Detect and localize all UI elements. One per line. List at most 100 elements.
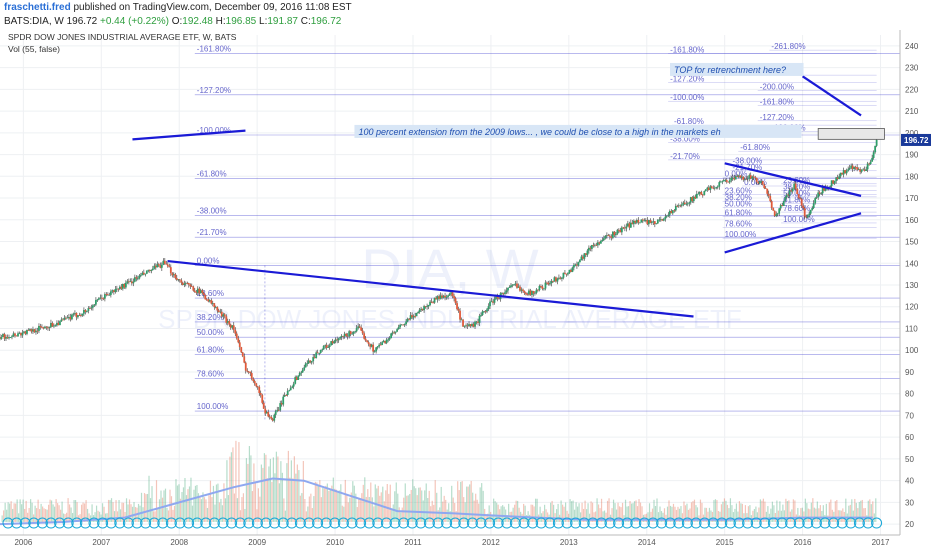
candle-body [429,301,431,306]
volume-bar [36,508,38,522]
volume-bar [816,501,818,522]
ohlc-line: BATS:DIA, W 196.72 +0.44 (+0.22%) O:192.… [4,16,341,27]
volume-bar [645,513,648,522]
volume-bar [713,500,715,522]
volume-bar [582,508,585,522]
candle-body [47,327,49,329]
volume-bar [361,493,363,522]
event-circle [544,517,556,529]
volume-bar [293,456,295,522]
volume-bar [274,473,276,522]
volume-bar [603,510,606,522]
volume-bar [481,483,483,522]
candle-body [318,353,321,354]
candle-body [277,409,280,411]
volume-bar [701,502,703,522]
candle-body [598,242,601,244]
candle-body [402,324,404,326]
volume-bar [806,503,808,522]
candle-body [794,183,797,189]
volume-bar [220,498,222,522]
candle-body [778,208,781,214]
event-circle [613,517,625,529]
candle-body [300,372,303,374]
candle-body [160,264,163,268]
candle-body [181,282,184,285]
candle-body [276,409,279,412]
candle-body [355,328,358,332]
candle-body [824,187,827,191]
candle-body [677,205,680,207]
author-link[interactable]: fraschetti.fred [4,2,71,13]
annotation-box [670,62,804,76]
volume-bar [205,499,207,522]
fib-cluster-label: 38.20% [783,182,810,191]
candle-body [71,314,73,320]
price-chart[interactable]: DIA, W SPDR DOW JONES INDUSTRIAL AVERAGE… [0,30,932,550]
volume-bar [142,507,144,522]
candle-body [151,268,154,271]
volume-bar [719,511,721,522]
volume-bar [563,506,565,522]
volume-bar [71,513,74,522]
candle-body [510,285,512,288]
volume-bar [662,512,664,522]
candle-body [162,260,165,265]
volume-bar [678,508,681,522]
candle-body [595,244,598,246]
candle-body [854,167,857,168]
candle-body [59,321,61,326]
candle-body [367,342,370,345]
candle-body [448,293,451,296]
volume-bar [731,505,733,522]
candle-body [202,292,205,296]
volume-bar [716,500,718,522]
volume-bar [857,508,859,522]
volume-bar [9,503,11,522]
volume-bar [80,504,83,522]
candle-body [381,342,384,346]
volume-bar [831,509,833,522]
volume-bar [765,511,767,522]
candle-body [115,288,118,290]
time-tick: 2008 [170,538,188,547]
candle-body [12,333,15,337]
candle-body [874,145,877,153]
candle-body [144,273,147,275]
fib-label: 23.60% [197,289,224,298]
candle-body [610,236,613,238]
volume-bar [475,493,477,522]
candle-body [691,197,694,202]
candle-body [442,295,445,298]
volume-bar [761,500,763,522]
candle-body [415,312,418,317]
candle-body [698,191,701,194]
candle-body [117,288,120,290]
candle-body [108,294,111,296]
volume-bar [512,507,514,522]
ohlc-low-key: L: [259,16,268,27]
candle-body [403,324,406,326]
candle-body [761,181,764,185]
volume-bar [800,508,802,522]
candle-body [211,303,214,304]
fib-cluster-label: -61.80% [740,143,770,152]
event-circle [355,517,367,529]
volume-bar [482,490,484,522]
volume-bar [317,485,319,522]
volume-bar [85,500,87,522]
price-tick: 210 [905,107,919,116]
volume-bar [73,500,75,522]
trend-line-triangle-lower [724,212,862,254]
candle-body [697,193,700,195]
candle-body [796,188,799,195]
candle-body [734,176,737,180]
volume-bar [663,508,666,522]
volume-bar [331,485,333,522]
volume-bar [738,501,741,522]
candle-body [683,202,686,205]
candle-body [142,272,145,275]
volume-bar [792,499,794,522]
candle-body [69,317,72,320]
candle-body [432,302,434,304]
